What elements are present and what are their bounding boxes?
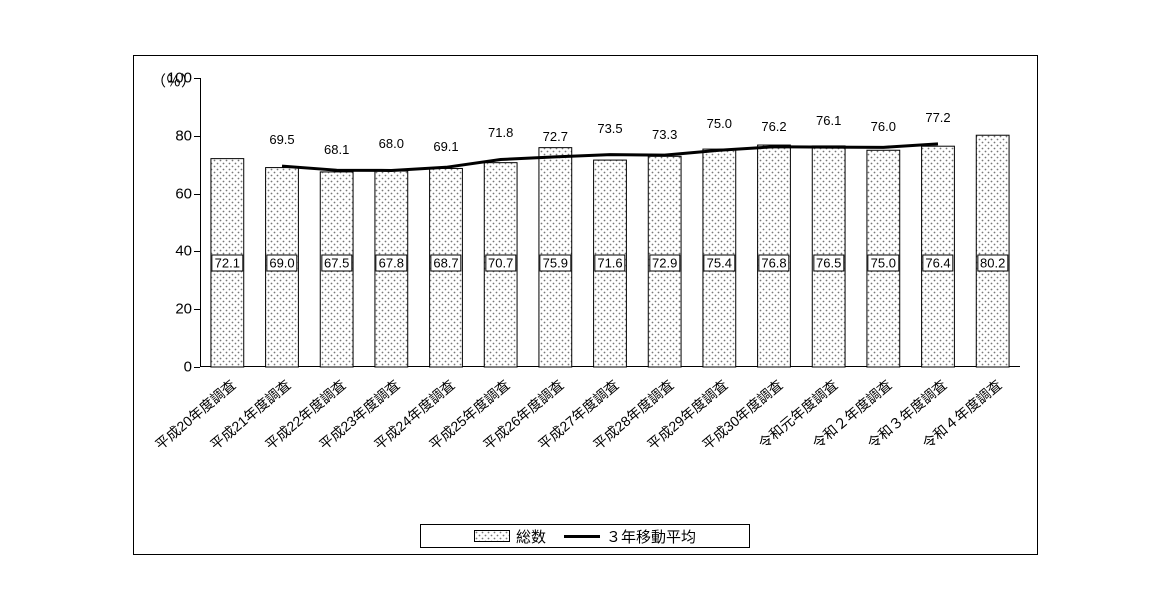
bar-value-label: 72.9 [649, 254, 680, 271]
y-tick-mark [194, 309, 200, 310]
bar-value-label: 75.4 [704, 254, 735, 271]
line-value-label: 75.0 [707, 116, 732, 131]
bar-value-label: 67.8 [376, 254, 407, 271]
bar-value-label: 70.7 [485, 254, 516, 271]
line-value-label: 68.0 [379, 136, 404, 151]
line-value-label: 73.5 [597, 121, 622, 136]
y-tick-label: 60 [152, 185, 192, 202]
y-tick-mark [194, 136, 200, 137]
y-tick-label: 100 [152, 70, 192, 87]
legend-item: ３年移動平均 [564, 526, 696, 547]
y-tick-mark [194, 78, 200, 79]
legend-swatch-line [564, 535, 600, 538]
line-value-label: 73.3 [652, 127, 677, 142]
line-value-label: 69.1 [433, 139, 458, 154]
bar-value-label: 69.0 [266, 254, 297, 271]
y-tick-label: 80 [152, 127, 192, 144]
bar-value-label: 67.5 [321, 254, 352, 271]
line-value-label: 69.5 [269, 132, 294, 147]
y-tick-label: 20 [152, 301, 192, 318]
legend-item: 総数 [474, 526, 546, 547]
line-value-label: 68.1 [324, 142, 349, 157]
bar-value-label: 76.5 [813, 254, 844, 271]
y-tick-mark [194, 367, 200, 368]
line-value-label: 77.2 [925, 110, 950, 125]
legend-label: ３年移動平均 [606, 526, 696, 547]
bar-value-label: 76.4 [922, 254, 953, 271]
bar-value-label: 76.8 [758, 254, 789, 271]
y-tick-label: 0 [152, 359, 192, 376]
bar-value-label: 80.2 [977, 254, 1008, 271]
bar-value-label: 72.1 [212, 254, 243, 271]
y-tick-label: 40 [152, 243, 192, 260]
line-value-label: 76.1 [816, 113, 841, 128]
y-tick-mark [194, 251, 200, 252]
legend-label: 総数 [516, 526, 546, 547]
y-tick-mark [194, 194, 200, 195]
bar-value-label: 71.6 [594, 254, 625, 271]
legend-swatch-bar [474, 530, 510, 542]
bar-value-label: 75.9 [540, 254, 571, 271]
bar-value-label: 75.0 [868, 254, 899, 271]
legend: 総数 ３年移動平均 [420, 524, 750, 548]
line-value-label: 72.7 [543, 129, 568, 144]
line-value-label: 76.2 [761, 119, 786, 134]
line-value-label: 76.0 [871, 119, 896, 134]
line-value-label: 71.8 [488, 125, 513, 140]
bar-value-label: 68.7 [430, 254, 461, 271]
